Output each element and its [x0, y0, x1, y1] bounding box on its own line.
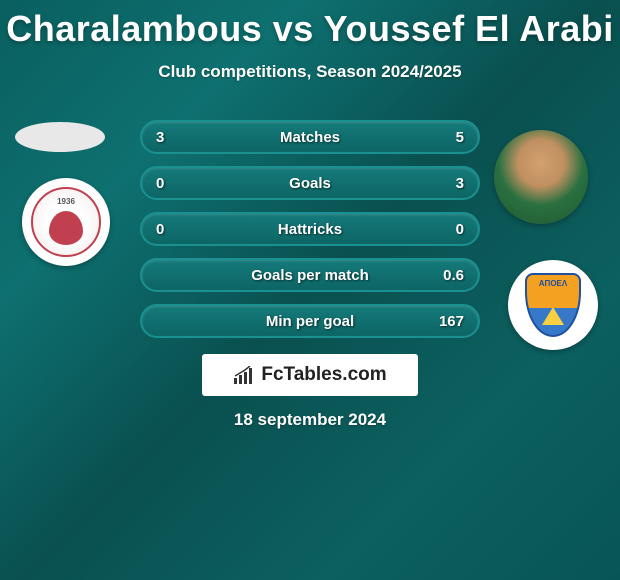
stat-row-min-per-goal: Min per goal 167 [140, 304, 480, 338]
brand-text: FcTables.com [261, 364, 386, 386]
stat-row-hattricks: 0 Hattricks 0 [140, 212, 480, 246]
stat-left-value: 0 [156, 221, 164, 238]
stat-label: Goals [289, 175, 331, 192]
page-title: Charalambous vs Youssef El Arabi [0, 0, 620, 50]
team1-badge [22, 178, 110, 266]
team2-shield [525, 273, 581, 337]
stat-right-value: 167 [439, 313, 464, 330]
date-text: 18 september 2024 [0, 410, 620, 430]
team2-badge [508, 260, 598, 350]
stat-left-value: 0 [156, 175, 164, 192]
stat-right-value: 0.6 [443, 267, 464, 284]
brand-box: FcTables.com [202, 354, 418, 396]
stat-right-value: 0 [456, 221, 464, 238]
stat-right-value: 3 [456, 175, 464, 192]
stat-label: Min per goal [266, 313, 354, 330]
stat-row-goals-per-match: Goals per match 0.6 [140, 258, 480, 292]
team1-badge-inner [31, 187, 101, 257]
stats-container: 3 Matches 5 0 Goals 3 0 Hattricks 0 Goal… [140, 120, 480, 350]
subtitle: Club competitions, Season 2024/2025 [0, 62, 620, 82]
stat-row-goals: 0 Goals 3 [140, 166, 480, 200]
stat-label: Hattricks [278, 221, 342, 238]
stat-right-value: 5 [456, 129, 464, 146]
player1-photo [15, 122, 105, 152]
player2-photo [494, 130, 588, 224]
stat-left-value: 3 [156, 129, 164, 146]
chart-icon [233, 366, 255, 384]
stat-label: Matches [280, 129, 340, 146]
stat-row-matches: 3 Matches 5 [140, 120, 480, 154]
stat-label: Goals per match [251, 267, 369, 284]
